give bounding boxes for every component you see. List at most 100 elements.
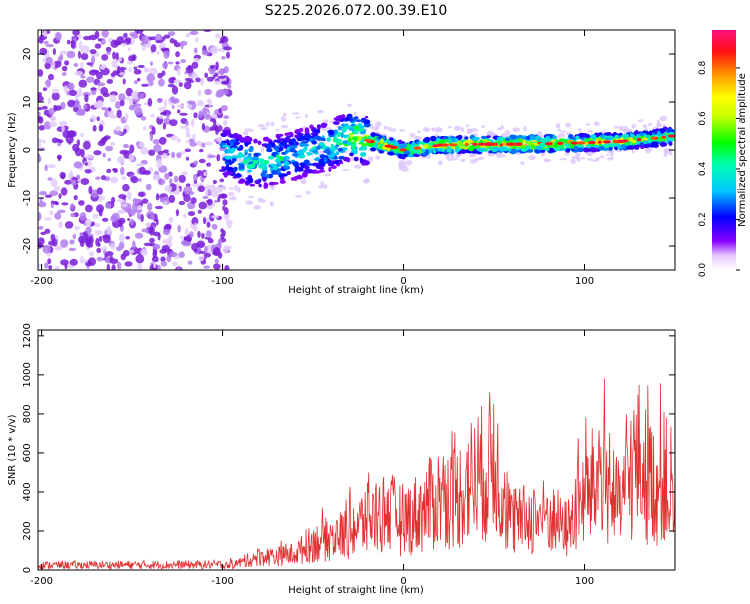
noise-speckle: [202, 107, 208, 115]
noise-speckle: [198, 250, 206, 254]
noise-speckle: [201, 49, 209, 56]
ridge-cell: [361, 142, 367, 147]
halo-speckle: [648, 122, 652, 127]
noise-speckle: [52, 238, 58, 247]
ridge-cell: [281, 138, 285, 143]
noise-speckle: [88, 185, 93, 195]
halo-speckle: [435, 127, 443, 131]
figure-title: S225.2026.072.00.39.E10: [265, 3, 448, 19]
noise-speckle: [128, 153, 134, 162]
noise-speckle: [217, 252, 223, 259]
halo-speckle: [613, 125, 619, 129]
noise-speckle: [133, 209, 143, 213]
noise-speckle: [155, 193, 160, 201]
halo-speckle: [575, 152, 581, 158]
noise-speckle: [157, 178, 166, 186]
halo-speckle: [450, 157, 458, 161]
noise-speckle: [219, 186, 223, 193]
ridge-cell: [281, 151, 287, 155]
ridge-cell: [330, 152, 337, 156]
ridge-cell: [276, 154, 280, 159]
halo-speckle: [570, 158, 576, 165]
ridge-cell: [568, 134, 574, 139]
ridge-cell: [240, 164, 245, 170]
ridge-cell: [226, 132, 232, 136]
halo-speckle: [370, 123, 374, 130]
ridge-hotspot: [464, 142, 469, 147]
noise-speckle: [38, 237, 45, 246]
ridge-cell: [222, 172, 230, 176]
halo-speckle: [383, 125, 387, 131]
noise-speckle: [83, 104, 88, 110]
ridge-cell: [510, 148, 517, 154]
ridge-cell: [238, 152, 243, 156]
halo-speckle: [228, 187, 235, 190]
noise-speckle: [122, 249, 130, 257]
noise-speckle: [109, 258, 119, 265]
noise-speckle: [157, 72, 164, 79]
halo-speckle: [229, 196, 237, 201]
ridge-cell: [315, 156, 320, 161]
noise-speckle: [49, 210, 54, 216]
noise-speckle: [217, 240, 222, 249]
noise-speckle: [48, 73, 54, 81]
ridge-cell: [416, 148, 420, 154]
noise-speckle: [124, 261, 133, 267]
colorbar: 0.0 0.2 0.4 0.6 0.8 Normalized spectral ampl…: [698, 30, 748, 277]
ridge-cell: [222, 144, 230, 148]
noise-speckle: [45, 79, 51, 88]
ridge-cell: [573, 145, 578, 149]
noise-speckle: [101, 107, 108, 111]
noise-speckle: [155, 40, 164, 44]
noise-speckle: [44, 228, 51, 234]
colorbar-tick-label: 0.6: [698, 111, 708, 126]
noise-speckle: [185, 126, 190, 136]
noise-speckle: [61, 125, 65, 133]
noise-speckle: [94, 222, 101, 228]
noise-speckle: [193, 160, 198, 166]
ridge-cell: [284, 132, 290, 136]
noise-speckle: [73, 106, 79, 113]
y-tick-label: 1200: [22, 323, 33, 348]
halo-speckle: [637, 119, 644, 123]
noise-speckle: [117, 199, 126, 203]
noise-speckle: [107, 158, 111, 162]
noise-speckle: [77, 50, 81, 59]
noise-speckle: [151, 126, 156, 135]
noise-speckle: [105, 202, 112, 209]
noise-speckle: [74, 225, 80, 231]
noise-speckle: [69, 170, 73, 177]
ridge-cell: [590, 147, 598, 153]
noise-speckle: [171, 85, 179, 95]
noise-speckle: [158, 115, 163, 120]
ridge-hotspot: [483, 142, 491, 146]
noise-speckle: [42, 87, 48, 91]
ridge-cell: [329, 147, 337, 152]
ridge-cell: [409, 145, 415, 151]
noise-speckle: [137, 77, 141, 82]
ridge-hotspot: [516, 142, 523, 146]
ridge-cell: [297, 154, 306, 159]
noise-speckle: [180, 59, 187, 63]
noise-speckle: [204, 245, 208, 254]
noise-speckle: [167, 61, 174, 65]
noise-speckle: [38, 69, 44, 77]
noise-speckle: [151, 255, 159, 263]
halo-speckle: [642, 124, 647, 128]
noise-speckle: [171, 261, 178, 267]
noise-speckle: [96, 256, 104, 262]
ridge-cell: [392, 141, 400, 145]
noise-speckle: [186, 104, 193, 109]
noise-speckle: [153, 261, 157, 269]
noise-speckle: [187, 80, 195, 83]
ridge-cell: [643, 143, 651, 148]
noise-speckle: [169, 251, 178, 257]
y-tick-label: 200: [22, 521, 33, 540]
ridge-cell: [282, 157, 287, 163]
ridge-cell: [291, 153, 299, 157]
noise-speckle: [109, 94, 117, 103]
ridge-hotspot: [413, 146, 422, 150]
noise-speckle: [44, 62, 51, 70]
ridge-cell: [298, 135, 305, 141]
